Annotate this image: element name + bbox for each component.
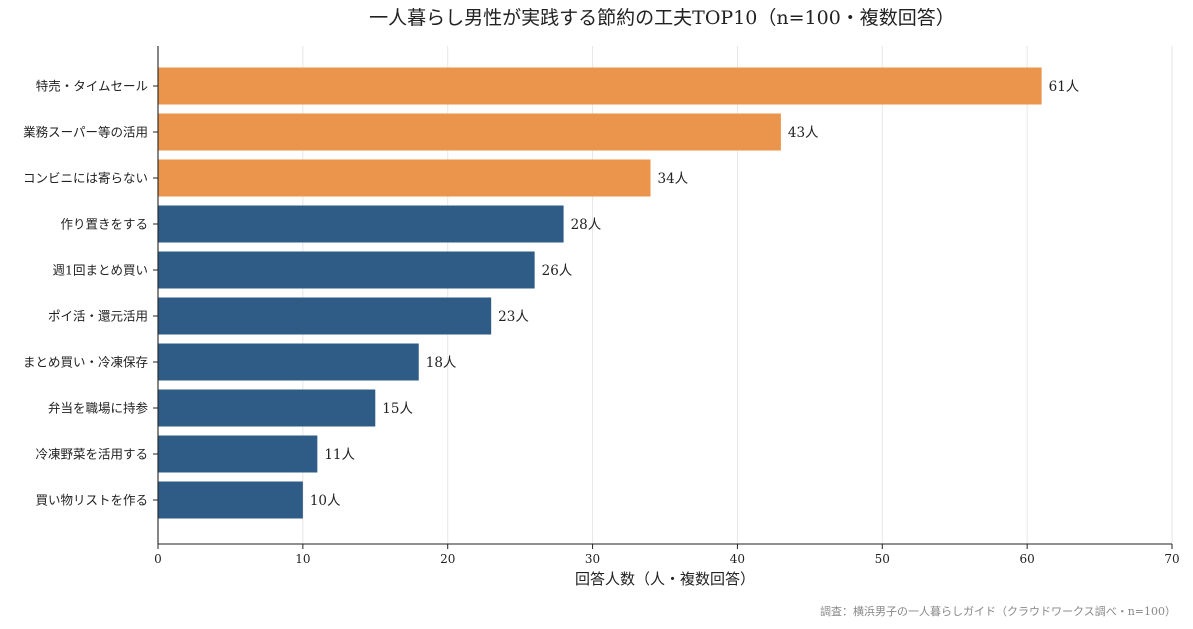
x-tick-label: 70 (1164, 552, 1179, 566)
data-labels: 61人 43人 34人 28人 26人 23人 18人 15人 11人 10人 (310, 79, 1080, 509)
data-label: 26人 (542, 263, 573, 279)
chart-title: 一人暮らし男性が実践する節約の工夫TOP10（n=100・複数回答） (369, 7, 955, 29)
data-label: 34人 (658, 171, 689, 187)
category-label: 特売・タイムセール (36, 79, 148, 94)
bar (158, 251, 535, 289)
x-tick-label: 50 (875, 552, 890, 566)
category-label: ポイ活・還元活用 (48, 309, 148, 324)
category-label: 作り置きをする (60, 217, 148, 232)
data-label: 61人 (1049, 79, 1080, 95)
data-label: 18人 (426, 355, 457, 371)
category-label: 弁当を職場に持参 (48, 401, 149, 416)
axes (153, 46, 1173, 549)
bar (158, 389, 376, 427)
x-tick-label: 0 (154, 552, 162, 566)
x-tick-label: 10 (295, 552, 310, 566)
data-label: 23人 (498, 309, 529, 325)
bar (158, 481, 303, 519)
category-labels: 特売・タイムセール業務スーパー等の活用コンビニには寄らない作り置きをする週1回ま… (23, 79, 149, 508)
x-tick-label: 60 (1020, 552, 1035, 566)
bar (158, 205, 564, 243)
data-label: 28人 (571, 217, 602, 233)
bar (158, 67, 1042, 105)
source-note: 調査：横浜男子の一人暮らしガイド（クラウドワークス調べ・n=100） (820, 604, 1176, 618)
category-label: 買い物リストを作る (35, 493, 148, 508)
category-label: 業務スーパー等の活用 (23, 125, 148, 140)
bar (158, 297, 492, 335)
data-label: 10人 (310, 493, 341, 509)
x-tick-label: 20 (440, 552, 455, 566)
data-label: 43人 (788, 125, 819, 141)
x-tick-label: 40 (730, 552, 745, 566)
bar (158, 159, 651, 197)
category-label: コンビニには寄らない (23, 171, 148, 186)
bar (158, 343, 419, 381)
category-label: 週1回まとめ買い (53, 263, 148, 278)
bar (158, 435, 318, 473)
category-label: まとめ買い・冷凍保存 (23, 355, 148, 370)
data-label: 11人 (324, 447, 355, 463)
bar (158, 113, 781, 151)
category-label: 冷凍野菜を活用する (35, 447, 148, 462)
x-tick-labels: 0 10 20 30 40 50 60 70 (154, 552, 1179, 566)
x-axis-label: 回答人数（人・複数回答） (575, 570, 755, 588)
bars (158, 67, 1042, 519)
data-label: 15人 (382, 401, 413, 417)
x-tick-label: 30 (585, 552, 600, 566)
